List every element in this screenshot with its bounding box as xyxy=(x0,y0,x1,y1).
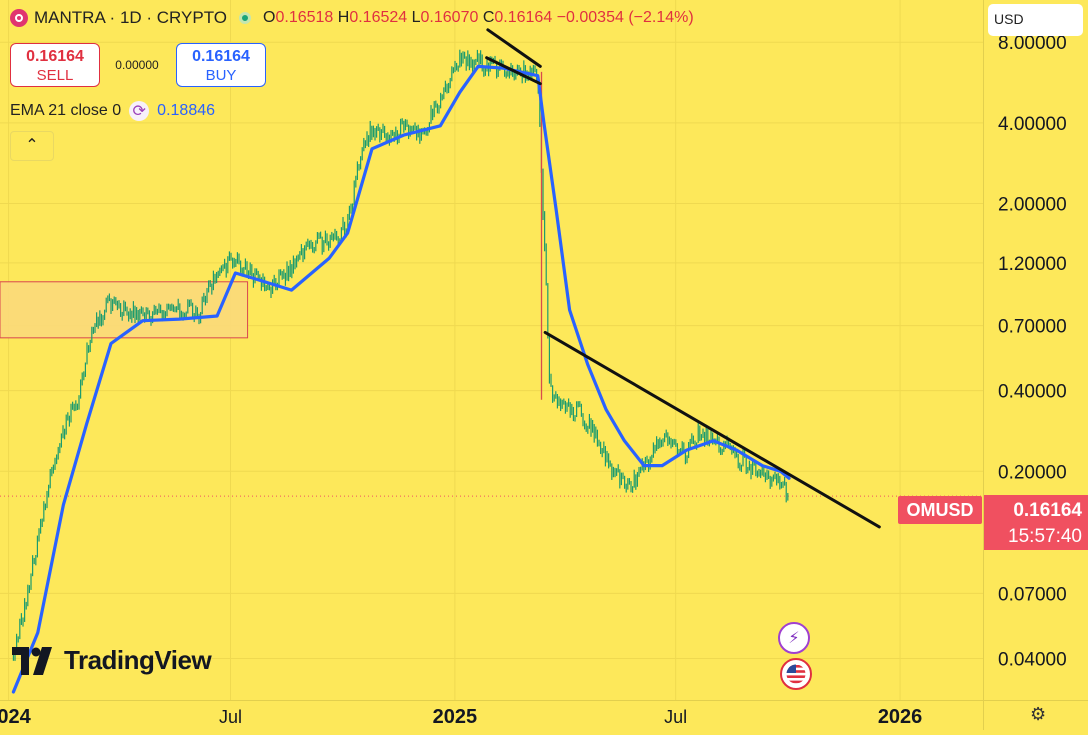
open-label: O xyxy=(263,9,276,26)
price-axis[interactable]: 8.00000 4.00000 2.00000 1.20000 0.70000 0.400… xyxy=(983,0,1088,700)
ema-legend[interactable]: EMA 21 close 0 ⟳ 0.18846 xyxy=(10,101,215,121)
sell-price: 0.16164 xyxy=(26,48,84,65)
price-tick-label: 0.70000 xyxy=(998,317,1067,338)
ohlc-values: O0.16518 H0.16524 L0.16070 C0.16164 −0.0… xyxy=(263,9,694,27)
buy-label: BUY xyxy=(205,67,237,84)
mantra-logo-icon xyxy=(10,9,28,27)
trend-line xyxy=(486,28,542,68)
currency-label: USD xyxy=(994,11,1024,27)
price-tick-label: 0.04000 xyxy=(998,650,1067,671)
price-tick-label: 0.40000 xyxy=(998,382,1067,403)
settings-gear-icon[interactable]: ⚙ xyxy=(1030,704,1047,724)
time-tick-label: Jul xyxy=(664,707,687,727)
close-label: C xyxy=(482,9,495,26)
time-tick-label: 2025 xyxy=(433,706,478,728)
symbol-title[interactable]: MANTRA · 1D · CRYPTO xyxy=(34,8,228,27)
time-tick-label: Jul xyxy=(219,707,242,727)
symbol-price-badge: OMUSD xyxy=(898,496,982,524)
last-price-label: 0.16164 15:57:40 xyxy=(984,495,1088,550)
ema-settings-icon[interactable]: ⟳ xyxy=(129,101,150,121)
high-value: 0.16524 xyxy=(349,9,408,26)
chart-area[interactable] xyxy=(0,0,983,700)
collapse-chevron-icon: ⌃ xyxy=(25,137,39,154)
price-plot[interactable] xyxy=(0,0,983,700)
sell-button[interactable]: 0.16164 SELL xyxy=(10,43,100,87)
time-axis-labels: 2024 Jul 2025 Jul 2026 xyxy=(0,706,923,728)
us-flag-graphic xyxy=(786,664,806,684)
ema-label: EMA 21 close 0 xyxy=(10,102,122,119)
buy-button[interactable]: 0.16164 BUY xyxy=(176,43,266,87)
buy-price: 0.16164 xyxy=(192,48,250,65)
last-price-value: 0.16164 xyxy=(1013,500,1082,521)
open-value: 0.16518 xyxy=(275,9,334,26)
axis-corner xyxy=(983,700,1088,730)
us-flag-icon[interactable] xyxy=(780,658,812,690)
tradingview-wordmark: TradingView xyxy=(64,645,212,675)
collapse-legend-button[interactable]: ⌃ xyxy=(10,131,54,161)
symbol-legend: MANTRA · 1D · CRYPTO O0.16518 H0.16524 L… xyxy=(10,8,694,28)
price-tick-label: 8.00000 xyxy=(998,33,1067,54)
time-axis[interactable]: 2024 Jul 2025 Jul 2026 xyxy=(0,700,983,730)
price-tick-label: 1.20000 xyxy=(998,254,1067,275)
currency-selector[interactable]: USD xyxy=(988,4,1083,36)
price-tick-label: 4.00000 xyxy=(998,114,1067,135)
time-tick-label: 2024 xyxy=(0,706,32,728)
tradingview-mark-icon xyxy=(12,646,52,675)
high-label: H xyxy=(337,9,350,26)
price-tick-label: 0.07000 xyxy=(998,584,1067,605)
trade-panel: 0.16164 SELL 0.00000 0.16164 BUY xyxy=(10,43,266,87)
price-series xyxy=(12,49,789,661)
trend-line xyxy=(485,56,542,86)
price-axis-labels: 8.00000 4.00000 2.00000 1.20000 0.70000 0.400… xyxy=(998,33,1067,671)
tradingview-logo[interactable]: TradingView xyxy=(12,645,212,676)
time-tick-label: 2026 xyxy=(878,706,923,728)
close-value: 0.16164 xyxy=(494,9,553,26)
spread-value: 0.00000 xyxy=(115,58,159,72)
event-lightning-icon[interactable]: ⚡ xyxy=(778,622,810,654)
price-tick-label: 0.20000 xyxy=(998,462,1067,483)
ema-21-line xyxy=(11,64,791,694)
price-tick-label: 2.00000 xyxy=(998,194,1067,215)
trend-line xyxy=(543,330,881,529)
ema-value: 0.18846 xyxy=(157,102,216,119)
low-value: 0.16070 xyxy=(420,9,479,26)
low-label: L xyxy=(411,9,421,26)
sell-label: SELL xyxy=(36,67,74,84)
market-status-icon[interactable] xyxy=(239,12,252,24)
bar-countdown: 15:57:40 xyxy=(1008,526,1082,547)
change-value: −0.00354 (−2.14%) xyxy=(556,9,694,26)
